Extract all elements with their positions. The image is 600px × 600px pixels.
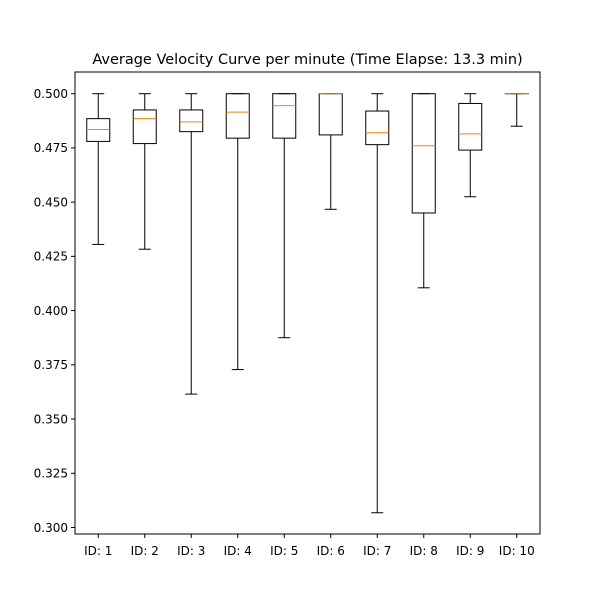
box-body	[132, 109, 157, 145]
y-tick-label: 0.350	[34, 412, 68, 426]
x-tick-label: ID: 1	[84, 544, 112, 558]
x-tick-label: ID: 2	[131, 544, 159, 558]
y-tick-label: 0.450	[34, 195, 68, 209]
chart-title: Average Velocity Curve per minute (Time …	[92, 52, 522, 68]
x-tick-label: ID: 8	[410, 544, 438, 558]
x-tick-label: ID: 3	[177, 544, 205, 558]
plot-area: 0.300 0.325 0.350 0.375 0.400 0.425 0.450 0.475…	[34, 71, 541, 558]
y-tick-label: 0.425	[34, 250, 68, 264]
x-tick-label: ID: 9	[456, 544, 484, 558]
y-tick-label: 0.325	[34, 467, 68, 481]
box-body	[86, 118, 111, 142]
axes-frame	[74, 71, 541, 535]
y-tick-label: 0.475	[34, 141, 68, 155]
x-tick-label: ID: 10	[499, 544, 535, 558]
x-tick-label: ID: 5	[270, 544, 298, 558]
y-tick-label: 0.300	[34, 521, 68, 535]
box-body	[179, 109, 204, 133]
box-body	[225, 93, 250, 139]
y-tick-label: 0.500	[34, 87, 68, 101]
x-tick-label: ID: 7	[363, 544, 391, 558]
x-tick-label: ID: 6	[317, 544, 345, 558]
box-body	[411, 93, 436, 214]
y-tick-label: 0.375	[34, 358, 68, 372]
box-body	[458, 102, 483, 151]
box-body	[272, 93, 297, 139]
x-tick-label: ID: 4	[224, 544, 252, 558]
box-body	[365, 110, 390, 146]
y-tick-label: 0.400	[34, 304, 68, 318]
